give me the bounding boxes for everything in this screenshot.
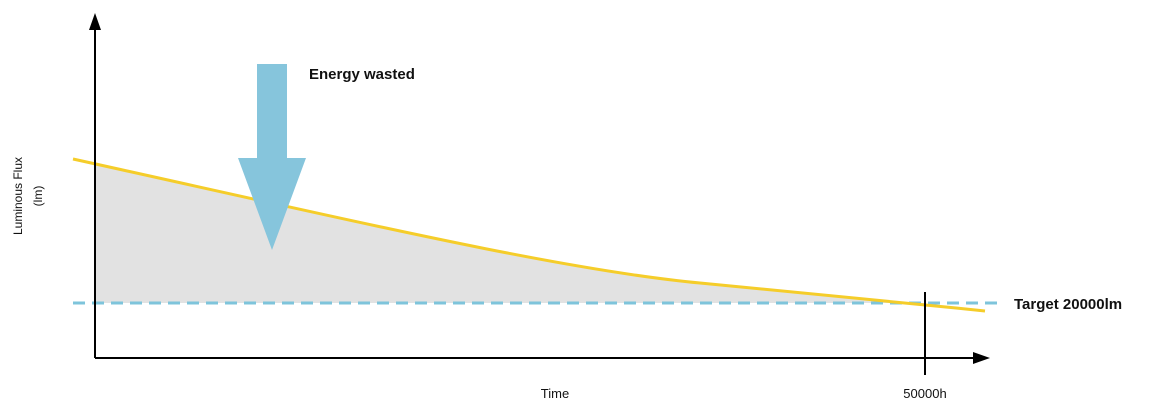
y-axis-label-line2: (lm): [31, 186, 45, 207]
target-label: Target 20000lm: [1014, 296, 1122, 313]
y-axis-label-line1: Luminous Flux: [11, 157, 25, 235]
energy-wasted-area: [95, 163, 925, 305]
x-tick-label-50000h: 50000h: [903, 386, 946, 401]
y-axis-arrowhead: [89, 13, 101, 30]
annotation-energy-wasted: Energy wasted: [309, 66, 415, 83]
x-axis-label: Time: [541, 386, 569, 401]
energy-wasted-arrow: [238, 64, 306, 250]
y-axis-label: Luminous Flux (lm): [11, 157, 45, 235]
x-axis-arrowhead: [973, 352, 990, 364]
